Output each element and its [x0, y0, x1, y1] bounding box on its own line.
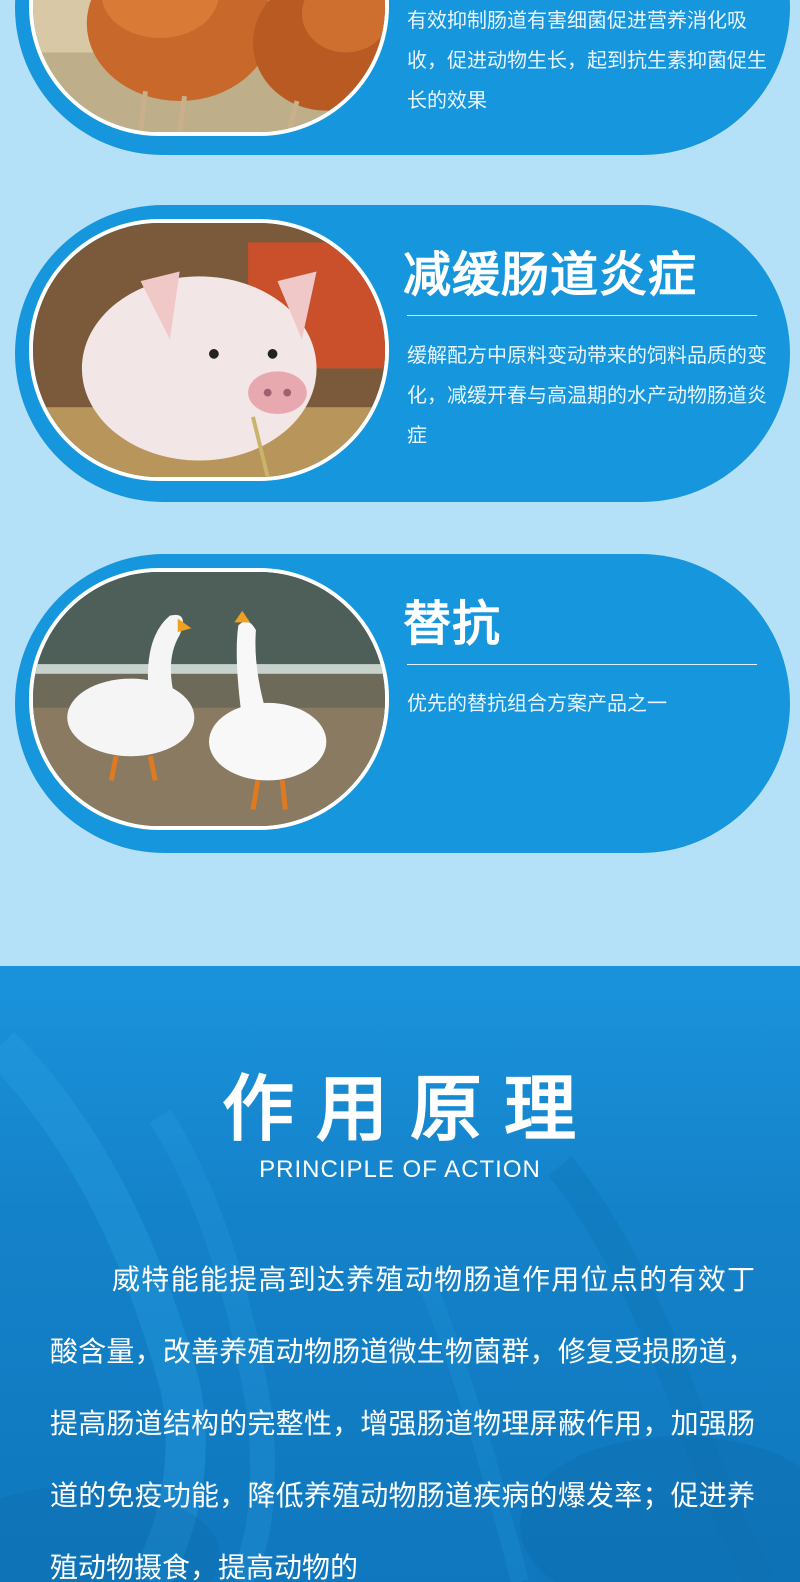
feature-card-3: 替抗 优先的替抗组合方案产品之一 — [15, 554, 790, 853]
underwater-background — [0, 1031, 800, 1582]
section-title: 作用原理 — [221, 1067, 598, 1151]
card-title: 减缓肠道炎症 — [403, 247, 698, 303]
card-description: 缓解配方中原料变动带来的饲料品质的变化，减缓开春与高温期的水产动物肠道炎症 — [407, 343, 767, 447]
card-description: 优先的替抗组合方案产品之一 — [407, 691, 667, 715]
section-body: 威特能能提高到达养殖动物肠道作用位点的有效丁酸含量，改善养殖动物肠道微生物菌群，… — [50, 1263, 755, 1582]
card-divider — [407, 664, 757, 665]
card-divider — [407, 315, 757, 316]
card-title: 替抗 — [403, 596, 502, 652]
principle-section: 作用原理 PRINCIPLE OF ACTION 威特能能提高到达养殖动物肠道作… — [0, 966, 800, 1582]
feature-card-2: 减缓肠道炎症 缓解配方中原料变动带来的饲料品质的变化，减缓开春与高温期的水产动物… — [15, 205, 790, 502]
section-subtitle: PRINCIPLE OF ACTION — [259, 1156, 541, 1183]
geese-photo — [29, 568, 389, 830]
piglet-photo — [29, 219, 389, 481]
feature-card-1: 有效抑制肠道有害细菌促进营养消化吸收，促进动物生长，起到抗生素抑菌促生长的效果 — [15, 0, 790, 155]
chicken-photo — [29, 0, 389, 136]
card-description: 有效抑制肠道有害细菌促进营养消化吸收，促进动物生长，起到抗生素抑菌促生长的效果 — [407, 8, 767, 112]
